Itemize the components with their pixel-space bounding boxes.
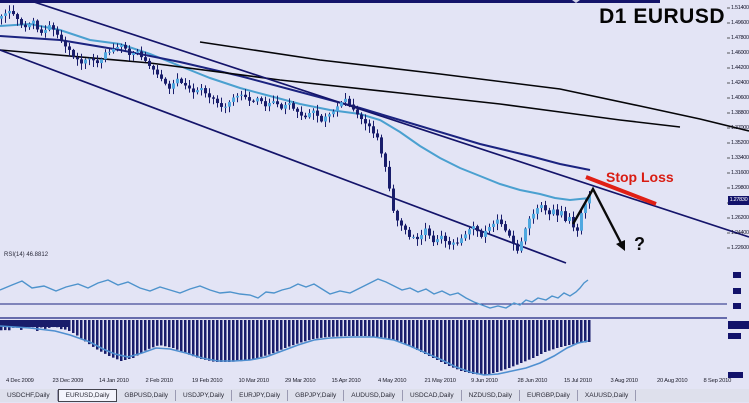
- price-axis-label: 1.35200: [731, 140, 749, 146]
- time-axis-label: 10 Mar 2010: [238, 378, 270, 384]
- question-mark-annotation[interactable]: ?: [634, 234, 645, 254]
- chart-tab-usdjpy[interactable]: USDJPY,Daily: [176, 390, 233, 401]
- price-axis-label: 1.42400: [731, 80, 749, 86]
- oscillator-scale-marker: [733, 272, 741, 278]
- oscillator-scale-marker: [733, 288, 741, 294]
- time-axis-label: 20 Aug 2010: [657, 378, 688, 384]
- price-axis-label: 1.29800: [731, 185, 749, 191]
- time-axis-label: 28 Jun 2010: [517, 378, 548, 384]
- price-axis-label: 1.47800: [731, 35, 749, 41]
- chart-tab-xauusd[interactable]: XAUUSD,Daily: [578, 390, 637, 401]
- oscillator-scale-marker: [733, 303, 741, 309]
- price-axis-label: 1.51400: [731, 5, 749, 11]
- indicator-label: RSI(14) 46.8812: [4, 252, 49, 258]
- price-axis-label: 1.33400: [731, 155, 749, 161]
- price-axis-label: 1.24400: [731, 230, 749, 236]
- macd-min-value-box: [728, 372, 743, 378]
- macd-value-box: [728, 321, 749, 329]
- price-axis-label: 1.49600: [731, 20, 749, 26]
- current-price-box: 1.27830: [728, 196, 749, 205]
- time-axis-label: 4 May 2010: [378, 378, 407, 384]
- time-axis-label: 29 Mar 2010: [285, 378, 316, 384]
- chart-tab-eurjpy[interactable]: EURJPY,Daily: [232, 390, 289, 401]
- chart-tab-usdcad[interactable]: USDCAD,Daily: [403, 390, 462, 401]
- time-axis-label: 3 Aug 2010: [610, 378, 639, 384]
- time-axis-label: 15 Apr 2010: [331, 378, 361, 384]
- price-axis-label: 1.44200: [731, 65, 749, 71]
- time-axis-label: 9 Jun 2010: [471, 378, 498, 384]
- time-axis-label: 8 Sep 2010: [703, 378, 732, 384]
- price-axis-label: 1.46000: [731, 50, 749, 56]
- stop-loss-annotation[interactable]: Stop Loss: [606, 169, 674, 185]
- time-axis-label: 2 Feb 2010: [145, 378, 174, 384]
- time-axis-label: 23 Dec 2009: [52, 378, 84, 384]
- price-axis-label: 1.22600: [731, 245, 749, 251]
- time-axis-label: 15 Jul 2010: [564, 378, 592, 384]
- price-axis-label: 1.26200: [731, 215, 749, 221]
- chart-tab-bar: USDCHF,Daily EURUSD,Daily GBPUSD,Daily USDJ…: [0, 389, 749, 402]
- time-axis-label: 14 Jan 2010: [99, 378, 129, 384]
- chart-tab-audusd[interactable]: AUDUSD,Daily: [344, 390, 403, 401]
- chart-tab-gbpjpy[interactable]: GBPJPY,Daily: [288, 390, 345, 401]
- price-axis-label: 1.40600: [731, 95, 749, 101]
- time-axis-label: 21 May 2010: [424, 378, 457, 384]
- macd-signal-value-box: [728, 333, 741, 339]
- chart-title: D1 EURUSD: [599, 5, 725, 28]
- chart-tab-usdchf[interactable]: USDCHF,Daily: [0, 390, 58, 401]
- time-axis-label: 19 Feb 2010: [192, 378, 223, 384]
- price-axis-label: 1.31600: [731, 170, 749, 176]
- time-axis[interactable]: 4 Dec 2009 23 Dec 2009 14 Jan 2010 2 Feb 20…: [0, 378, 749, 388]
- price-axis-label: 1.38800: [731, 110, 749, 116]
- chart-tab-gbpusd[interactable]: GBPUSD,Daily: [117, 390, 177, 401]
- chart-tab-eurgbp[interactable]: EURGBP,Daily: [520, 390, 578, 401]
- price-axis-label: 1.37000: [731, 125, 749, 131]
- chart-tab-nzdusd[interactable]: NZDUSD,Daily: [462, 390, 520, 401]
- time-axis-label: 4 Dec 2009: [6, 378, 34, 384]
- chart-tab-eurusd[interactable]: EURUSD,Daily: [57, 389, 118, 402]
